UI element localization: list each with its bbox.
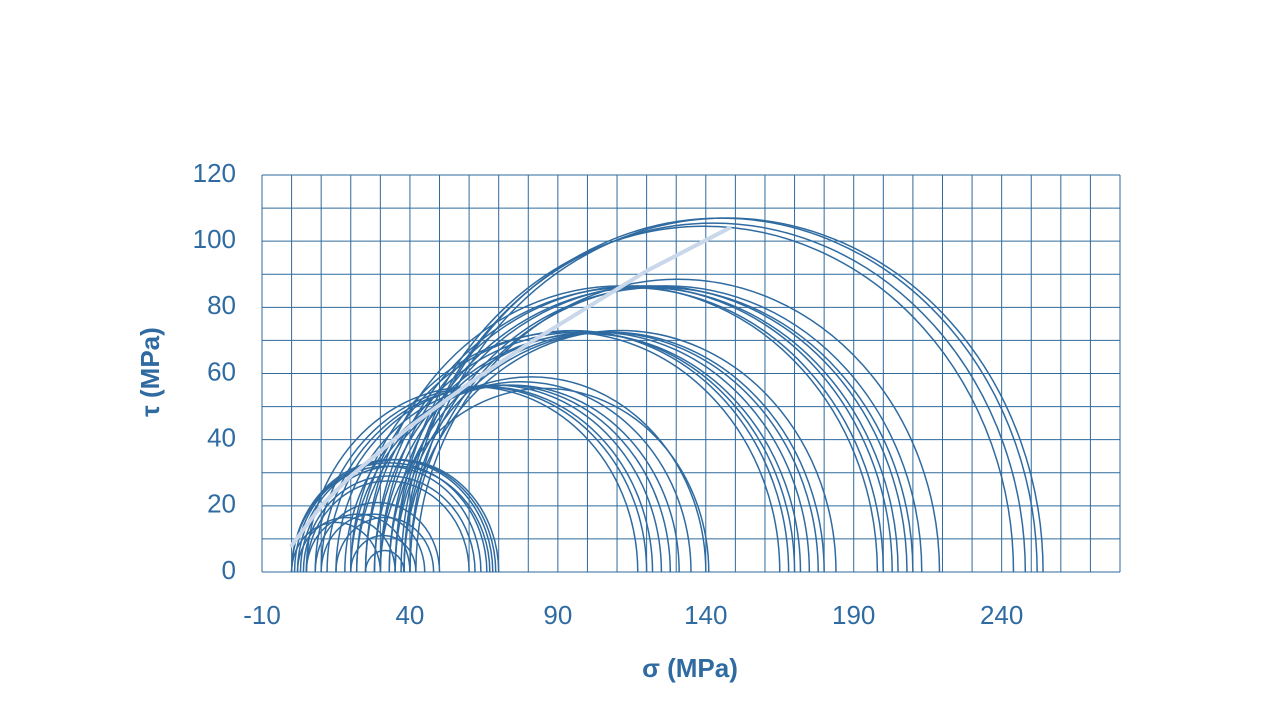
x-tick-label: 240: [980, 600, 1023, 630]
mohr-circle: [379, 387, 710, 573]
mohr-circle: [364, 549, 405, 573]
mohr-circle: [314, 501, 441, 573]
y-tick-label: 100: [193, 224, 236, 254]
mohr-circle: [350, 381, 692, 573]
y-tick-label: 40: [207, 423, 236, 453]
mohr-circle: [403, 286, 914, 573]
mohr-circle: [409, 217, 1044, 573]
mohr-circle: [299, 465, 491, 573]
mohr-circle: [409, 285, 923, 573]
mohr-circle: [379, 331, 811, 573]
x-tick-label: 140: [684, 600, 727, 630]
mohr-circle: [344, 384, 680, 573]
y-tick-label: 0: [222, 555, 236, 585]
x-tick-label: 90: [543, 600, 572, 630]
x-tick-label: 190: [832, 600, 875, 630]
mohr-circle: [355, 376, 707, 573]
mohr-circle: [394, 285, 908, 573]
x-axis-title: σ (MPa): [642, 653, 738, 683]
y-tick-label: 120: [193, 158, 236, 188]
y-tick-label: 60: [207, 356, 236, 386]
x-tick-label: -10: [243, 600, 281, 630]
y-axis-title: τ (MPa): [135, 327, 165, 417]
mohr-circle: [320, 513, 426, 573]
mohr-circle: [415, 278, 941, 573]
y-tick-label: 20: [207, 489, 236, 519]
mohr-circle: [355, 329, 790, 573]
mohr-circle: [373, 333, 802, 573]
failure-envelope: [289, 225, 732, 548]
mohr-circle: [403, 329, 837, 573]
x-tick-label: 40: [395, 600, 424, 630]
y-tick-label: 80: [207, 290, 236, 320]
mohr-circle: [388, 331, 819, 573]
